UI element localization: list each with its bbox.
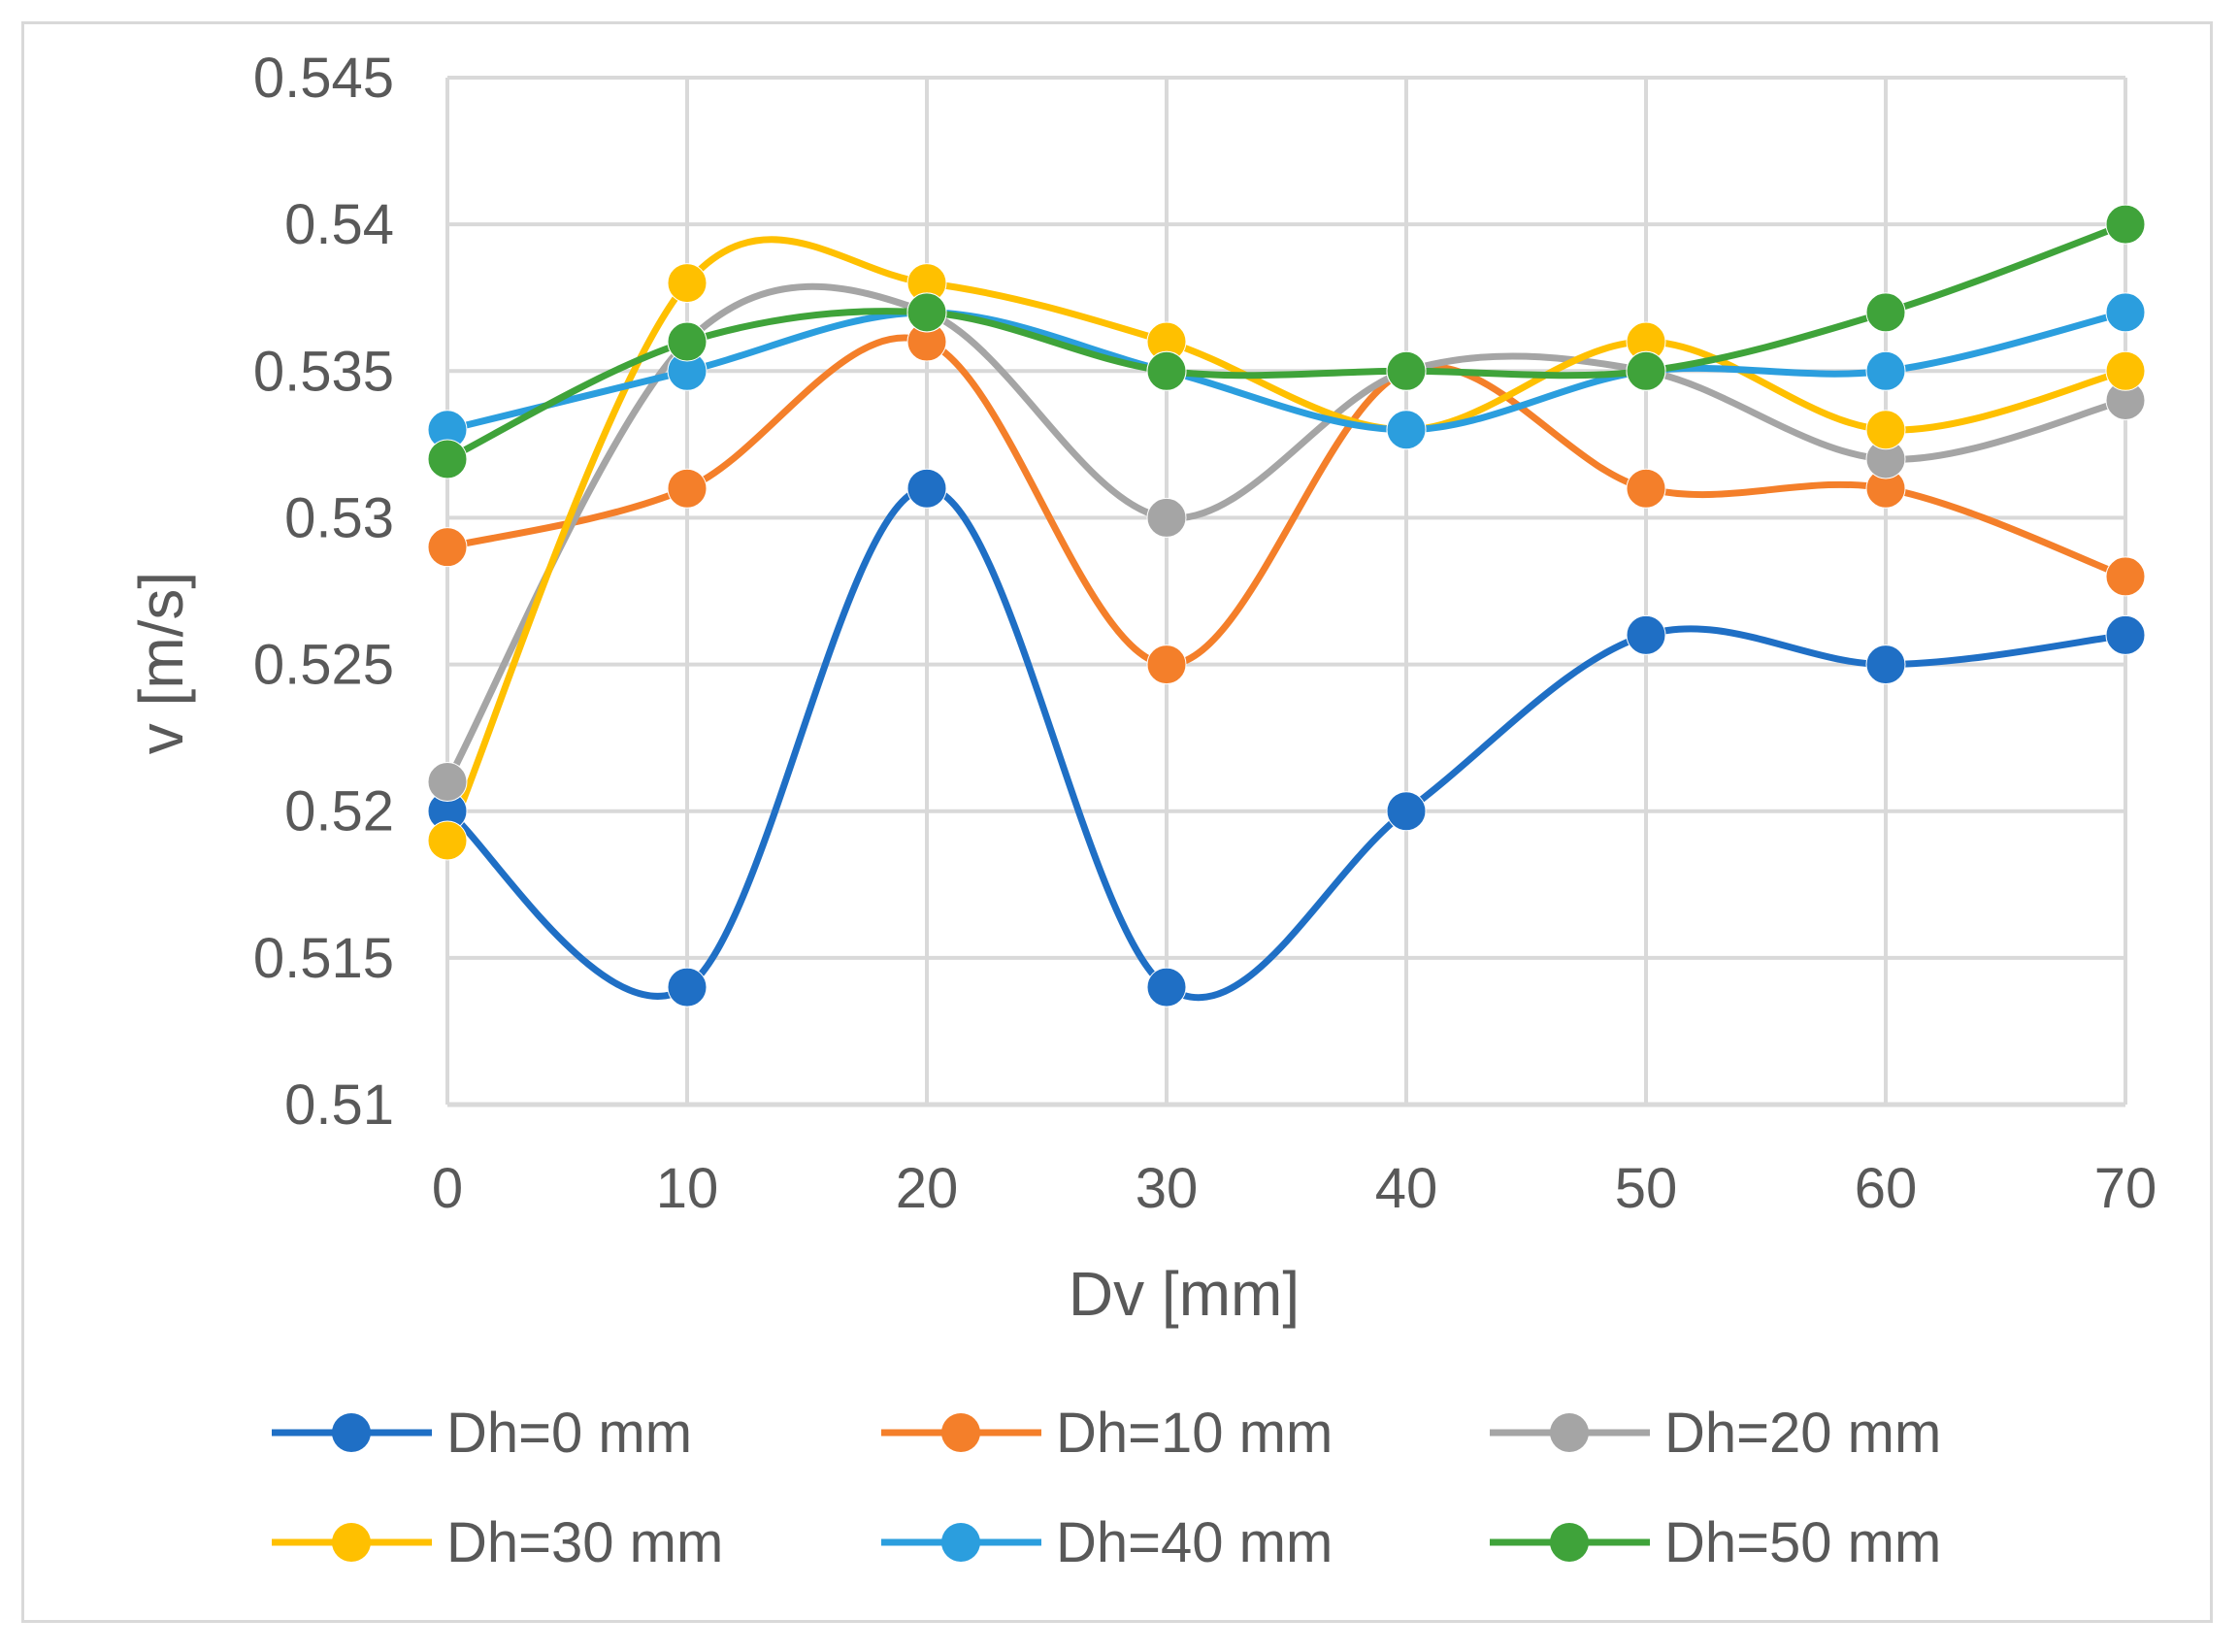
data-point: [1865, 292, 1906, 333]
y-tick-label: 0.545: [253, 47, 394, 110]
data-point: [1865, 410, 1906, 450]
series-markers: [427, 204, 2146, 1008]
series-line-4: [444, 236, 2129, 844]
data-point: [1146, 644, 1187, 685]
series-line-6: [444, 220, 2129, 463]
data-point: [667, 967, 708, 1008]
data-point: [2105, 204, 2146, 245]
x-tick-label: 70: [2094, 1157, 2157, 1220]
data-point: [1626, 350, 1666, 391]
y-tick-label: 0.515: [253, 927, 394, 990]
x-tick-label: 60: [1855, 1157, 1918, 1220]
legend-marker: [941, 1523, 980, 1562]
x-tick-label: 30: [1136, 1157, 1199, 1220]
tick-labels: 0.51 0.515 0.52 0.525 0.53 0.535 0.54 0.545 0 10 2…: [253, 47, 2157, 1220]
chart-frame: 0.51 0.515 0.52 0.525 0.53 0.535 0.54 0.545 0 10 2…: [21, 21, 2213, 1623]
legend-marker: [332, 1523, 371, 1562]
x-tick-label: 50: [1615, 1157, 1678, 1220]
data-point: [2105, 350, 2146, 391]
legend-label: Dh=10 mm: [1056, 1402, 1333, 1465]
y-tick-label: 0.51: [284, 1074, 394, 1137]
data-point: [667, 321, 708, 362]
data-point: [1146, 350, 1187, 391]
data-point: [1146, 497, 1187, 538]
legend-marker: [1550, 1523, 1589, 1562]
data-point: [1146, 967, 1187, 1008]
data-point: [1386, 410, 1427, 450]
data-point: [667, 263, 708, 304]
x-tick-label: 20: [896, 1157, 959, 1220]
legend-label: Dh=50 mm: [1664, 1511, 1941, 1574]
legend-label: Dh=30 mm: [446, 1511, 723, 1574]
data-point: [427, 439, 468, 479]
legend: Dh=0 mm Dh=10 mm Dh=20 mm Dh=30 mm Dh=40 mm D…: [272, 1402, 1941, 1574]
data-point: [1386, 350, 1427, 391]
y-tick-label: 0.52: [284, 780, 394, 843]
data-point: [427, 820, 468, 861]
x-tick-label: 10: [656, 1157, 719, 1220]
data-point: [906, 468, 947, 509]
data-point: [667, 468, 708, 509]
data-point: [1626, 614, 1666, 655]
data-point: [2105, 614, 2146, 655]
y-tick-label: 0.53: [284, 486, 394, 549]
grid: [445, 76, 2127, 1105]
legend-marker: [332, 1413, 371, 1452]
x-axis-title: Dv [mm]: [1069, 1259, 1300, 1329]
data-point: [1865, 644, 1906, 685]
y-tick-label: 0.525: [253, 634, 394, 697]
legend-label: Dh=40 mm: [1056, 1511, 1333, 1574]
y-tick-label: 0.54: [284, 193, 394, 256]
data-point: [1626, 468, 1666, 509]
y-tick-label: 0.535: [253, 340, 394, 403]
line-chart: 0.51 0.515 0.52 0.525 0.53 0.535 0.54 0.545 0 10 2…: [126, 47, 2157, 1574]
legend-label: Dh=0 mm: [446, 1402, 692, 1465]
data-point: [2105, 292, 2146, 333]
x-tick-label: 0: [432, 1157, 463, 1220]
x-tick-label: 40: [1375, 1157, 1438, 1220]
data-point: [1865, 350, 1906, 391]
data-point: [2105, 556, 2146, 597]
series-line-5: [444, 309, 2129, 434]
data-point: [1386, 791, 1427, 832]
data-point: [906, 292, 947, 333]
legend-marker: [941, 1413, 980, 1452]
y-axis-title: v [m/s]: [126, 572, 196, 754]
data-point: [427, 761, 468, 802]
legend-marker: [1550, 1413, 1589, 1452]
legend-label: Dh=20 mm: [1664, 1402, 1941, 1465]
series-line-1: [444, 484, 2129, 1002]
series-line-2: [444, 334, 2129, 669]
data-point: [427, 527, 468, 568]
